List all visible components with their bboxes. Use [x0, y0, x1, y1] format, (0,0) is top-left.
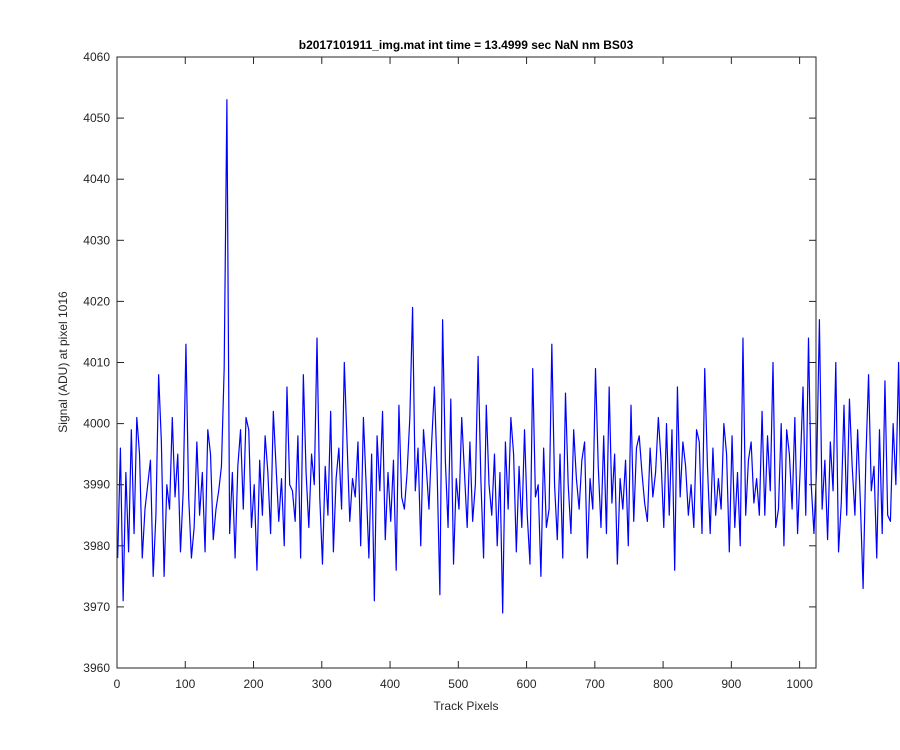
x-tick-label: 700	[585, 677, 605, 691]
y-tick-label: 3970	[83, 600, 110, 614]
x-tick-label: 100	[175, 677, 195, 691]
x-tick-label: 600	[517, 677, 537, 691]
x-axis: 0 100 200 300 400 500 600 700 800 900 1000	[114, 57, 813, 691]
chart-title: b2017101911_img.mat int time = 13.4999 s…	[299, 38, 634, 52]
y-tick-label: 4000	[83, 417, 110, 431]
y-axis-label: Signal (ADU) at pixel 1016	[56, 291, 70, 433]
y-tick-label: 4060	[83, 50, 110, 64]
y-tick-label: 3960	[83, 661, 110, 675]
x-tick-label: 200	[244, 677, 264, 691]
y-tick-label: 4020	[83, 294, 110, 308]
x-tick-label: 400	[380, 677, 400, 691]
x-tick-label: 900	[721, 677, 741, 691]
plot-area	[117, 57, 816, 668]
y-tick-label: 4040	[83, 172, 110, 186]
y-tick-label: 4030	[83, 233, 110, 247]
y-axis: 3960 3970 3980 3990 4000 4010 4020 4030 4040 4050…	[83, 50, 816, 675]
y-tick-label: 3980	[83, 539, 110, 553]
x-tick-label: 500	[448, 677, 468, 691]
x-tick-label: 800	[653, 677, 673, 691]
x-tick-label: 0	[114, 677, 121, 691]
series-line	[117, 99, 900, 614]
x-axis-label: Track Pixels	[434, 699, 499, 713]
y-tick-label: 3990	[83, 478, 110, 492]
y-tick-label: 4010	[83, 356, 110, 370]
x-tick-label: 300	[312, 677, 332, 691]
x-tick-label: 1000	[786, 677, 813, 691]
axes-box	[116, 56, 817, 669]
y-tick-label: 4050	[83, 111, 110, 125]
